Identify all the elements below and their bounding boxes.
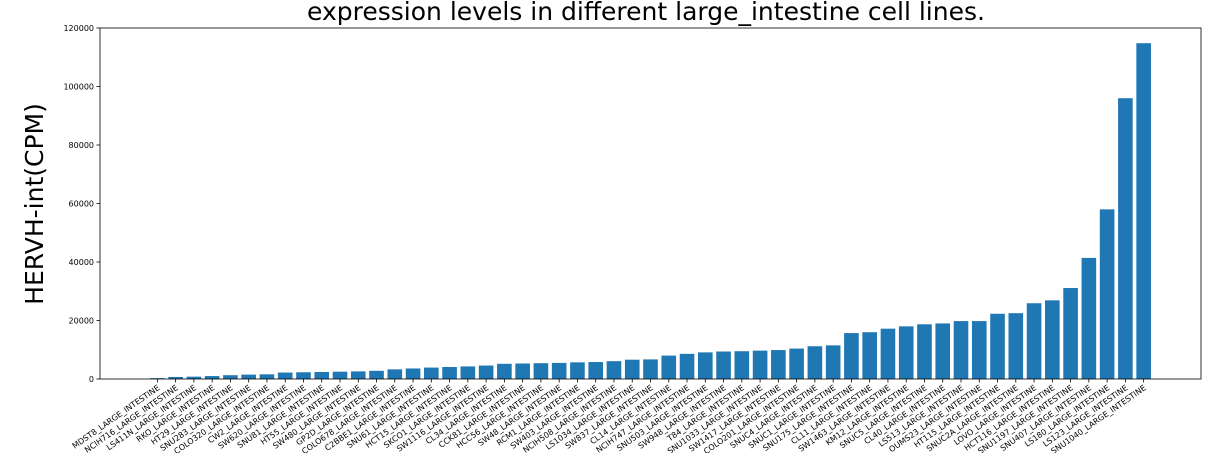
bar	[497, 363, 512, 379]
bar	[460, 366, 476, 379]
bar	[570, 362, 585, 379]
bar	[478, 365, 494, 379]
bar	[898, 326, 914, 379]
bar	[1008, 313, 1024, 379]
bar	[935, 323, 951, 379]
bar	[807, 346, 823, 379]
bar	[1063, 288, 1078, 379]
bar	[825, 345, 841, 379]
bar	[1045, 300, 1060, 379]
bar	[752, 350, 768, 379]
bar	[168, 376, 183, 379]
y-tick-label: 0	[89, 375, 94, 384]
y-axis-label: HERVH-int(CPM)	[20, 103, 49, 305]
bar	[990, 313, 1005, 379]
bar	[387, 369, 403, 379]
bar	[1026, 303, 1042, 379]
bar	[734, 351, 750, 379]
bar	[332, 371, 348, 379]
bar	[186, 376, 202, 379]
bar	[1081, 257, 1097, 379]
bar	[424, 367, 439, 379]
bar	[259, 374, 275, 379]
bar	[314, 371, 330, 379]
bar	[697, 352, 713, 379]
bar	[624, 359, 640, 379]
y-tick-label: 80000	[69, 141, 94, 150]
bar	[588, 362, 604, 379]
bar	[204, 376, 220, 379]
bar	[716, 351, 731, 379]
bar	[150, 378, 165, 379]
bar	[880, 328, 896, 379]
bar	[771, 350, 786, 379]
bar	[223, 375, 238, 379]
bar	[789, 348, 804, 379]
bar	[277, 372, 293, 379]
bar	[442, 367, 457, 379]
bar	[515, 363, 530, 379]
y-tick-label: 100000	[63, 83, 94, 92]
y-tick-label: 120000	[63, 24, 94, 33]
bar	[551, 362, 567, 379]
bar	[350, 371, 366, 379]
bar	[917, 324, 932, 379]
bar	[405, 368, 421, 379]
bar	[661, 355, 677, 379]
bar	[1099, 209, 1115, 379]
bar	[369, 370, 384, 379]
bar	[679, 353, 695, 379]
bar	[844, 333, 859, 379]
y-tick-label: 40000	[69, 258, 94, 267]
chart-title: expression levels in different large_int…	[307, 0, 985, 26]
bar	[953, 321, 969, 379]
bar	[606, 361, 622, 379]
bar	[643, 359, 658, 379]
bar	[971, 321, 987, 379]
y-tick-label: 60000	[69, 200, 94, 209]
y-tick-label: 20000	[69, 317, 94, 326]
bar	[533, 363, 549, 379]
plot-frame	[99, 27, 1202, 380]
bar	[241, 374, 256, 379]
bar	[296, 372, 311, 379]
bar	[862, 332, 877, 379]
bar	[1118, 98, 1133, 379]
bar	[1136, 43, 1151, 380]
